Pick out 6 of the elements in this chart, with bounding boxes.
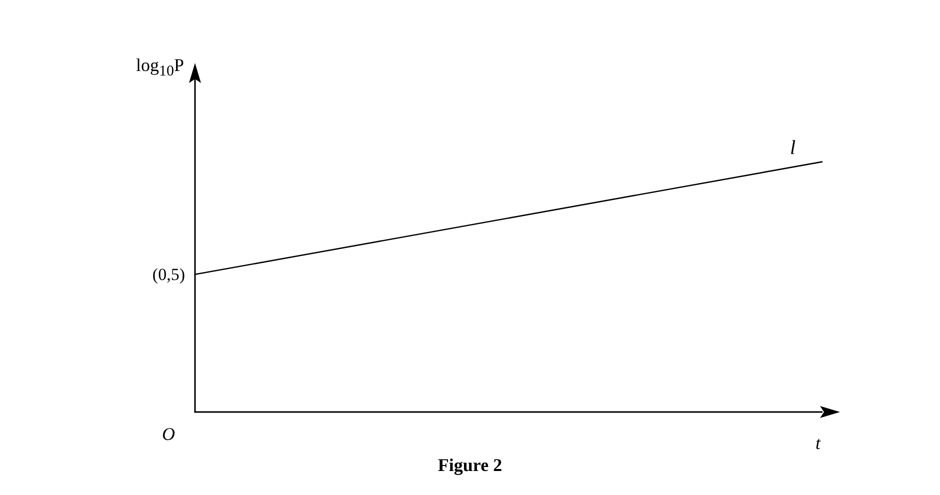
text: O xyxy=(162,424,175,444)
text: Figure 2 xyxy=(438,455,502,475)
x-axis-title: t xyxy=(815,433,822,453)
y-axis-title: log$_{10}$P xyxy=(136,54,184,82)
series-label: l xyxy=(790,136,796,159)
annotation: (0,5) xyxy=(152,264,185,284)
